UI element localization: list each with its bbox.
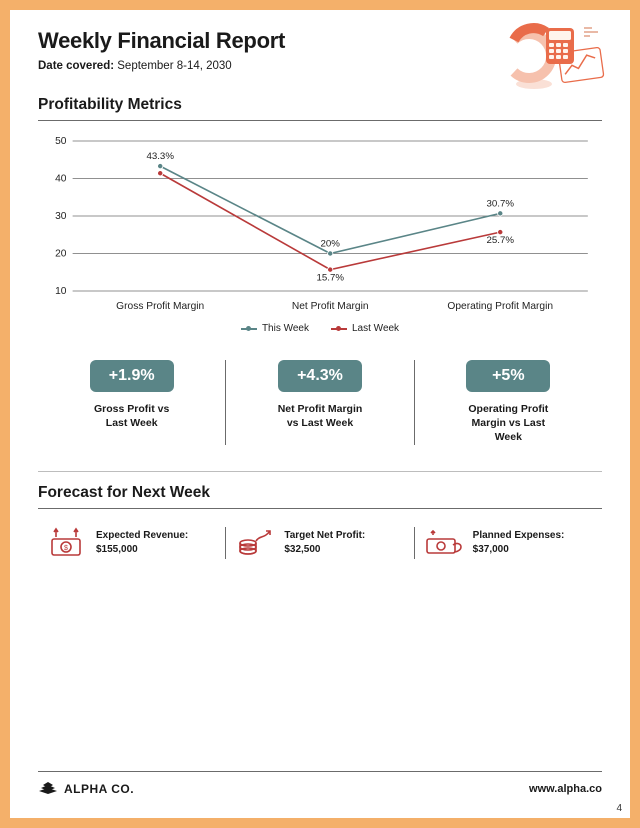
forecast-title: Forecast for Next Week	[38, 484, 602, 502]
logo-mark-icon	[38, 782, 58, 796]
forecast-value: $155,000	[96, 544, 138, 555]
forecast-value: $37,000	[473, 544, 509, 555]
legend-swatch-last-icon	[331, 328, 347, 330]
date-label: Date covered:	[38, 60, 114, 72]
forecast-text: Target Net Profit: $32,500	[284, 529, 365, 556]
revenue-up-icon: $	[46, 527, 86, 559]
svg-text:15.7%: 15.7%	[316, 273, 344, 284]
footer-url: www.alpha.co	[529, 783, 602, 795]
forecast-text: Planned Expenses: $37,000	[473, 529, 565, 556]
forecast-text: Expected Revenue: $155,000	[96, 529, 188, 556]
svg-text:20%: 20%	[321, 239, 341, 250]
hero-illustration	[506, 22, 606, 92]
legend-last-week: Last Week	[331, 323, 399, 334]
kpi-label: Net Profit Marginvs Last Week	[278, 402, 363, 430]
forecast-profit: Target Net Profit: $32,500	[225, 527, 413, 559]
divider	[38, 508, 602, 509]
forecast-row: $ Expected Revenue: $155,000 Target Net …	[38, 527, 602, 559]
company-logo: ALPHA CO.	[38, 782, 134, 796]
kpi-badge: +5%	[466, 360, 550, 392]
svg-text:Gross Profit Margin: Gross Profit Margin	[116, 301, 204, 312]
svg-text:40: 40	[55, 174, 67, 185]
legend-this-week: This Week	[241, 323, 309, 334]
coins-arrow-icon	[234, 527, 274, 559]
legend-this-label: This Week	[262, 323, 309, 334]
forecast-label: Expected Revenue:	[96, 529, 188, 543]
header: Weekly Financial Report Date covered: Se…	[38, 28, 602, 72]
kpi-row: +1.9% Gross Profit vsLast Week +4.3% Net…	[38, 360, 602, 445]
svg-text:25.7%: 25.7%	[486, 235, 514, 246]
divider	[38, 471, 602, 472]
svg-text:10: 10	[55, 286, 67, 297]
svg-text:50: 50	[55, 136, 67, 147]
kpi-operating: +5% Operating ProfitMargin vs LastWeek	[414, 360, 602, 445]
kpi-net: +4.3% Net Profit Marginvs Last Week	[225, 360, 413, 445]
forecast-label: Planned Expenses:	[473, 529, 565, 543]
svg-text:Net Profit Margin: Net Profit Margin	[292, 301, 369, 312]
profitability-title: Profitability Metrics	[38, 96, 602, 114]
svg-text:$: $	[64, 545, 68, 552]
forecast-revenue: $ Expected Revenue: $155,000	[38, 527, 225, 559]
legend-swatch-this-icon	[241, 328, 257, 330]
page-number: 4	[616, 803, 622, 814]
chart-legend: This Week Last Week	[44, 323, 596, 334]
forecast-value: $32,500	[284, 544, 320, 555]
kpi-badge: +4.3%	[278, 360, 362, 392]
forecast-label: Target Net Profit:	[284, 529, 365, 543]
svg-text:30: 30	[55, 211, 67, 222]
svg-text:20: 20	[55, 249, 67, 260]
kpi-label: Gross Profit vsLast Week	[94, 402, 169, 430]
report-page: Weekly Financial Report Date covered: Se…	[0, 0, 640, 828]
forecast-expenses: Planned Expenses: $37,000	[414, 527, 602, 559]
company-name: ALPHA CO.	[64, 782, 134, 796]
legend-last-label: Last Week	[352, 323, 399, 334]
kpi-gross: +1.9% Gross Profit vsLast Week	[38, 360, 225, 445]
kpi-badge: +1.9%	[90, 360, 174, 392]
date-value: September 8-14, 2030	[117, 60, 231, 72]
footer: ALPHA CO. www.alpha.co	[38, 771, 602, 796]
profitability-chart: 10 20 30 40 50 Gross Profit Margin Net Profit …	[38, 121, 602, 334]
svg-text:43.3%: 43.3%	[146, 151, 174, 162]
svg-text:Operating Profit Margin: Operating Profit Margin	[447, 301, 553, 312]
svg-text:30.7%: 30.7%	[486, 198, 514, 209]
kpi-label: Operating ProfitMargin vs LastWeek	[468, 402, 548, 445]
expense-icon	[423, 527, 463, 559]
